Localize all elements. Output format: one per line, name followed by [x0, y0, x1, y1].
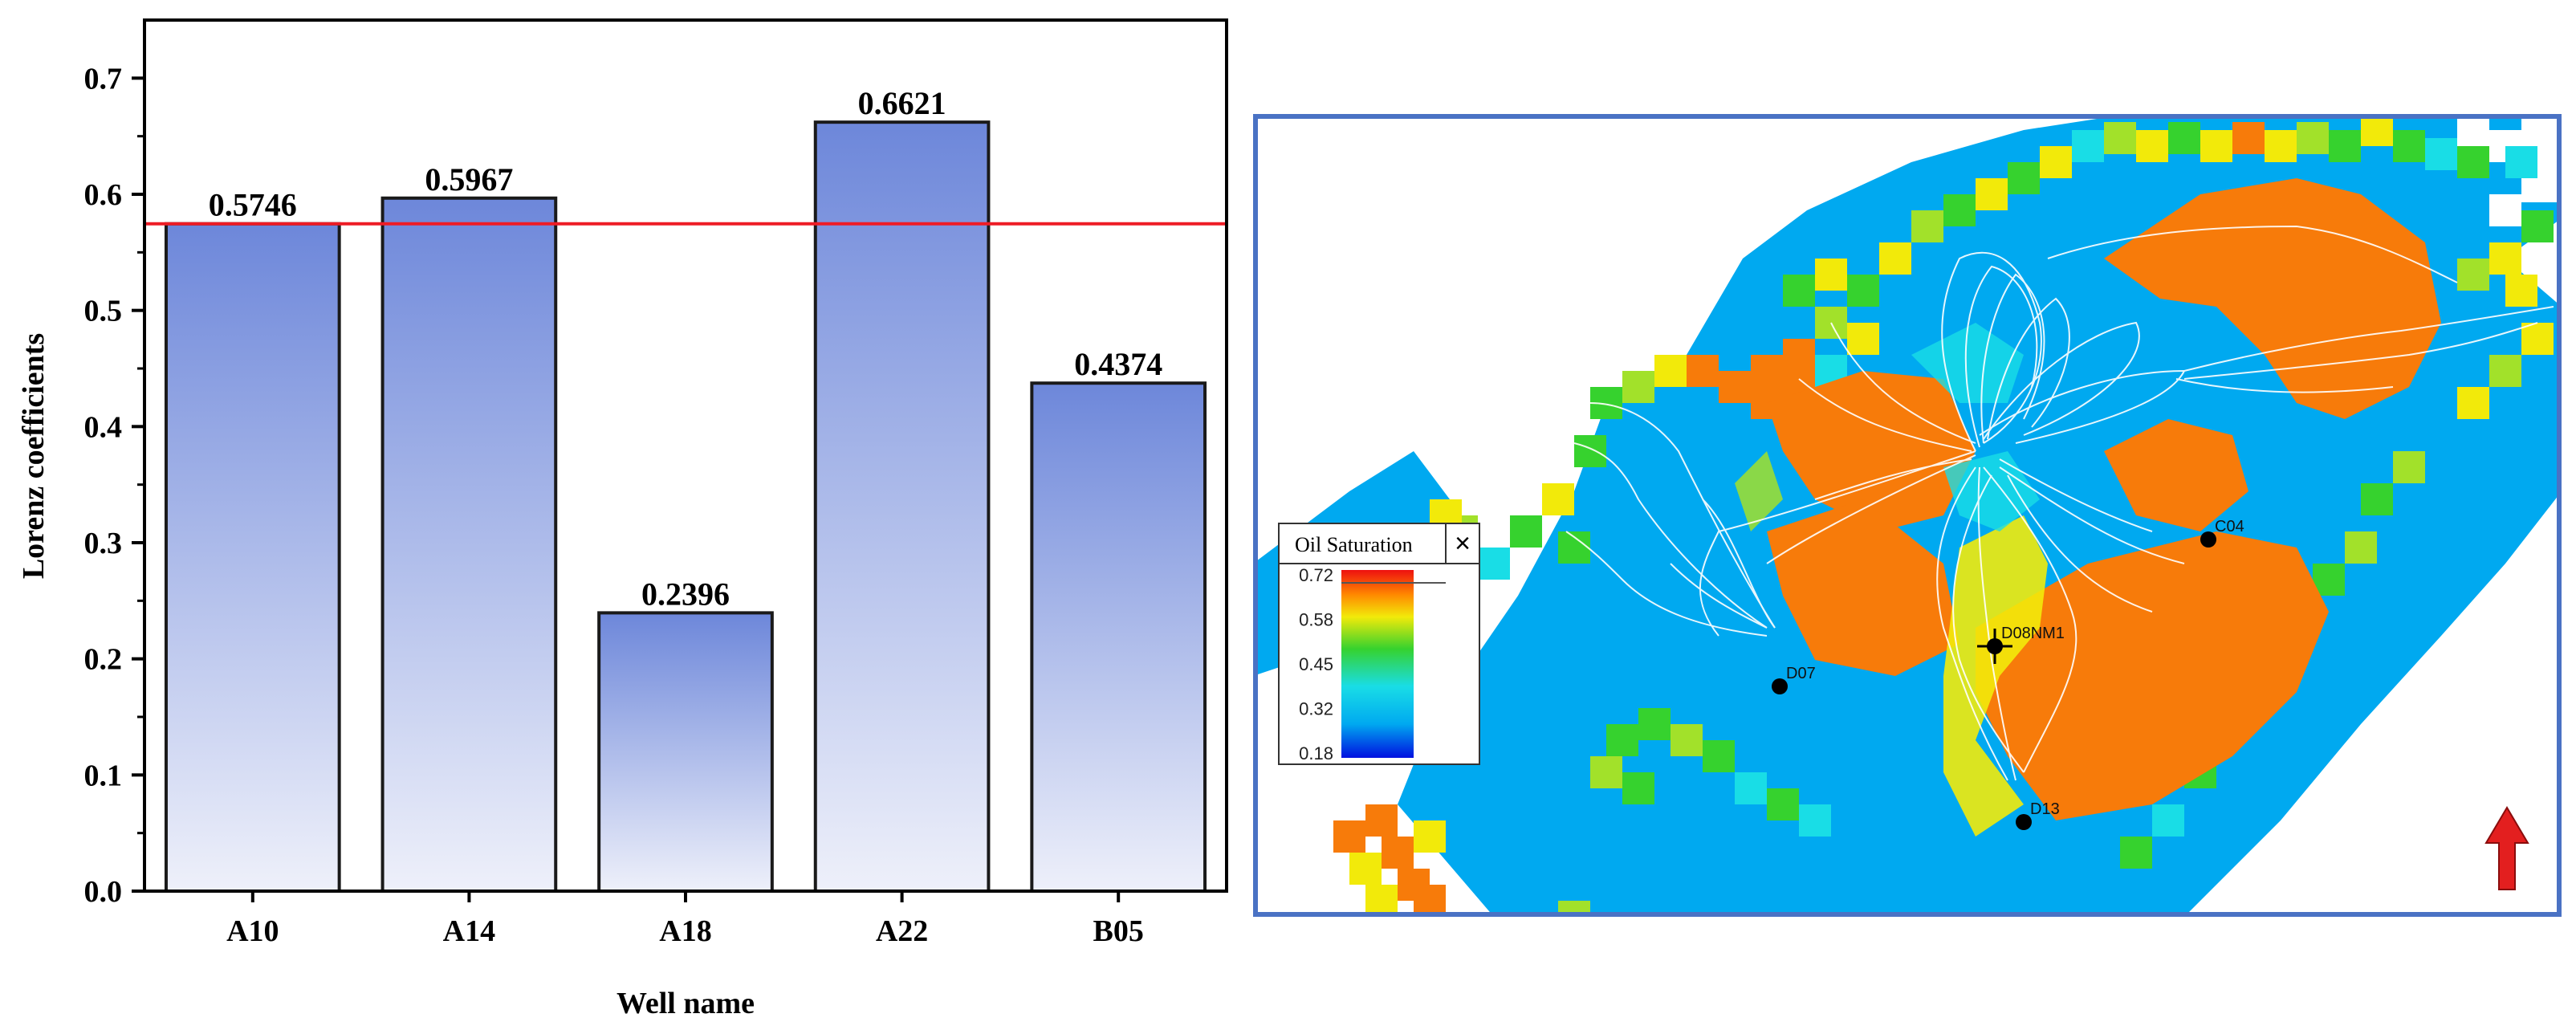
- map-frame: [1253, 114, 2562, 917]
- svg-text:C04: C04: [2215, 518, 2244, 535]
- y-tick-label: 0.2: [84, 643, 123, 677]
- north-arrow-icon: [2484, 806, 2529, 890]
- value-label-A22: 0.6621: [858, 85, 946, 121]
- high-saturation-zone-sw: [1767, 499, 1959, 676]
- y-tick-label: 0.5: [84, 295, 123, 328]
- well-D13[interactable]: D13: [2016, 800, 2060, 830]
- bar-A10: [164, 222, 341, 893]
- bar-chart: 0.0 0.1 0.2 0.3 0.4 0.5 0.6 0.7 A10 A14 A18 A22 B05…: [17, 18, 1228, 1020]
- bar-A22: [813, 120, 991, 894]
- map-canvas: Oil Saturation × 0.72 0.58 0.45 0.32 0.18 C0…: [1253, 114, 2562, 917]
- value-label-B05: 0.4374: [1074, 346, 1162, 382]
- svg-text:D13: D13: [2030, 800, 2060, 818]
- x-tick-label-A22: A22: [876, 914, 928, 948]
- y-tick-label: 0.4: [84, 410, 123, 444]
- y-tick-label: 0.3: [84, 527, 123, 560]
- x-tick-label-A14: A14: [443, 914, 495, 948]
- well-D07[interactable]: D07: [1772, 665, 1816, 694]
- y-axis-label: Lorenz coefficients: [17, 333, 51, 579]
- high-saturation-zone-ne: [2104, 178, 2441, 419]
- x-tick-label-B05: B05: [1093, 914, 1144, 948]
- bar-A18: [597, 611, 774, 893]
- y-tick-label: 0.6: [84, 178, 123, 212]
- x-axis-label: Well name: [617, 987, 755, 1020]
- value-label-A10: 0.5746: [209, 187, 297, 223]
- well-C04[interactable]: C04: [2200, 518, 2244, 548]
- close-icon[interactable]: ×: [1455, 528, 1471, 559]
- svg-text:D08NM1: D08NM1: [2001, 625, 2065, 642]
- saturation-color-bar: [1341, 570, 1414, 758]
- oil-saturation-map: Oil Saturation × 0.72 0.58 0.45 0.32 0.18 C0…: [1253, 114, 2562, 917]
- high-saturation-zone-e: [2104, 419, 2248, 531]
- legend-title: Oil Saturation: [1295, 533, 1413, 556]
- high-saturation-zone-central: [1767, 371, 1976, 531]
- legend-tick-label: 0.72: [1299, 565, 1333, 585]
- value-label-A18: 0.2396: [641, 576, 730, 612]
- x-tick-label-A10: A10: [226, 914, 279, 948]
- x-tick-label-A18: A18: [659, 914, 711, 948]
- well-D08NM1[interactable]: D08NM1: [1977, 625, 2065, 664]
- legend-tick-label: 0.18: [1299, 743, 1333, 763]
- svg-text:D07: D07: [1786, 665, 1816, 682]
- y-tick-label: 0.0: [84, 875, 123, 909]
- bar-A14: [380, 196, 558, 894]
- value-label-A14: 0.5967: [425, 161, 513, 197]
- legend-close-button[interactable]: [1445, 523, 1480, 564]
- legend-tick-label: 0.32: [1299, 699, 1333, 719]
- high-saturation-zone-se: [1976, 531, 2329, 820]
- legend-tick-label: 0.45: [1299, 654, 1333, 674]
- oil-saturation-legend: Oil Saturation × 0.72 0.58 0.45 0.32 0.18: [1278, 523, 1480, 765]
- y-tick-label: 0.1: [84, 759, 123, 792]
- legend-tick-label: 0.58: [1299, 610, 1333, 630]
- y-tick-label: 0.7: [84, 62, 123, 96]
- bar-B05: [1030, 381, 1207, 893]
